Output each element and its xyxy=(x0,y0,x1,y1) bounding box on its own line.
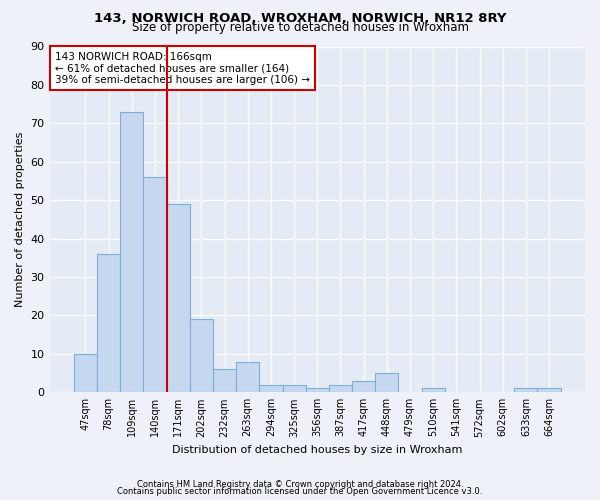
Bar xyxy=(305,388,329,392)
Bar xyxy=(538,388,560,392)
Bar xyxy=(422,388,445,392)
Text: Size of property relative to detached houses in Wroxham: Size of property relative to detached ho… xyxy=(131,22,469,35)
X-axis label: Distribution of detached houses by size in Wroxham: Distribution of detached houses by size … xyxy=(172,445,463,455)
Text: Contains public sector information licensed under the Open Government Licence v3: Contains public sector information licen… xyxy=(118,487,482,496)
Bar xyxy=(213,370,236,392)
Bar xyxy=(283,384,305,392)
Bar xyxy=(514,388,538,392)
Bar xyxy=(352,381,375,392)
Bar xyxy=(74,354,97,393)
Bar xyxy=(375,373,398,392)
Bar xyxy=(167,204,190,392)
Bar xyxy=(259,384,283,392)
Bar xyxy=(236,362,259,392)
Text: 143, NORWICH ROAD, WROXHAM, NORWICH, NR12 8RY: 143, NORWICH ROAD, WROXHAM, NORWICH, NR1… xyxy=(94,12,506,24)
Bar xyxy=(97,254,120,392)
Y-axis label: Number of detached properties: Number of detached properties xyxy=(15,132,25,307)
Bar xyxy=(329,384,352,392)
Bar xyxy=(143,177,167,392)
Bar xyxy=(190,320,213,392)
Text: Contains HM Land Registry data © Crown copyright and database right 2024.: Contains HM Land Registry data © Crown c… xyxy=(137,480,463,489)
Text: 143 NORWICH ROAD: 166sqm
← 61% of detached houses are smaller (164)
39% of semi-: 143 NORWICH ROAD: 166sqm ← 61% of detach… xyxy=(55,52,310,85)
Bar xyxy=(120,112,143,392)
